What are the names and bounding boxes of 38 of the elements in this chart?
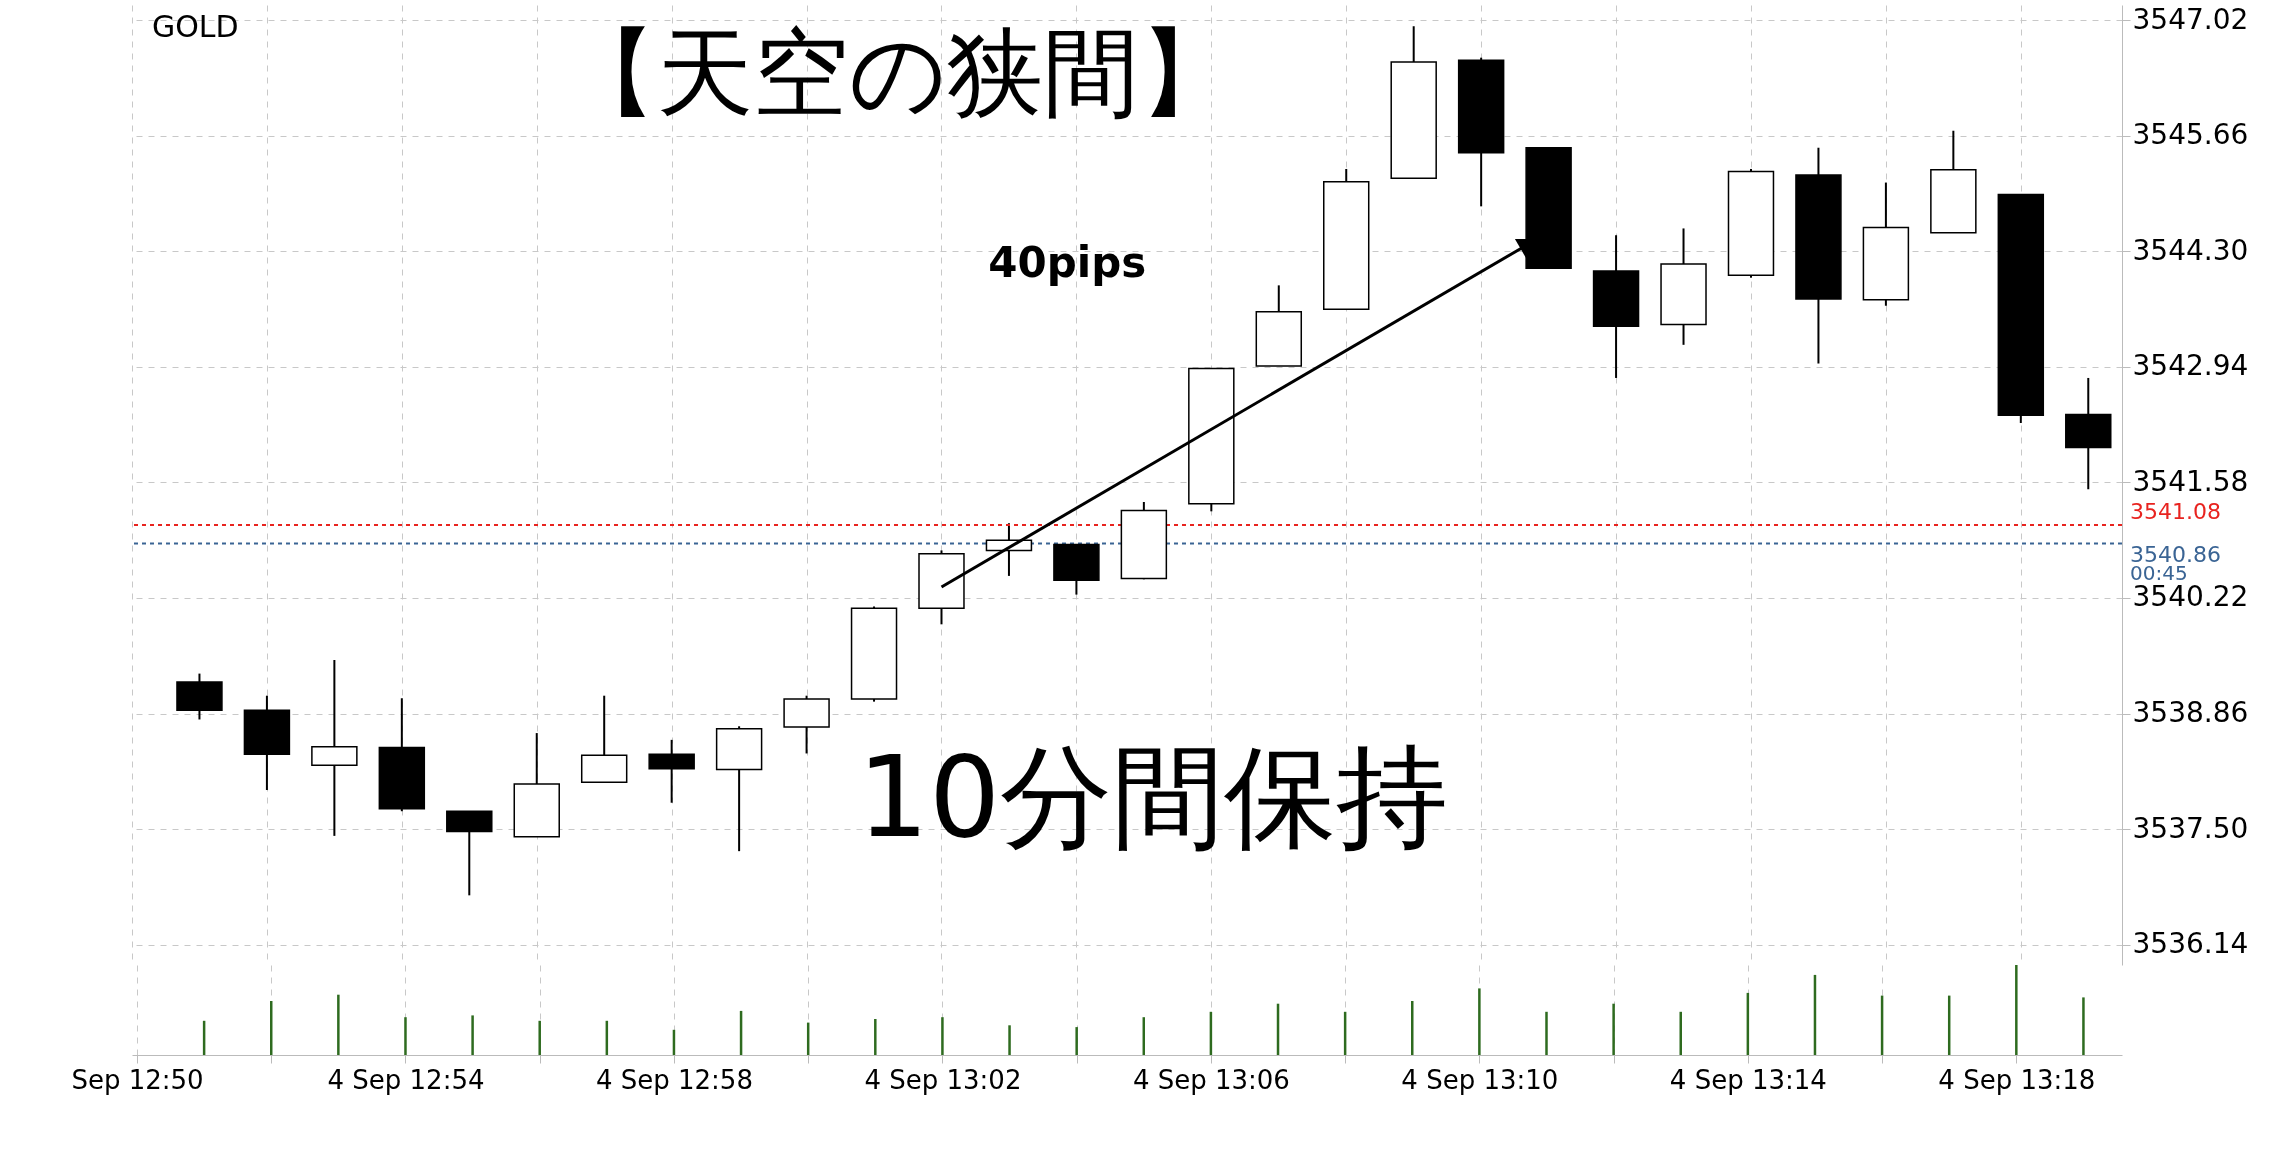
bar bbox=[471, 1015, 474, 1055]
bar bbox=[1612, 1003, 1615, 1055]
y-tick-label: 3541.58 bbox=[2132, 464, 2249, 498]
y-tick-label: 3545.66 bbox=[2132, 118, 2249, 152]
chart-title: 【天空の狭間】 bbox=[561, 17, 1236, 129]
y-tick-label: 3547.02 bbox=[2132, 2, 2249, 36]
x-tick-label: 4 Sep 13:02 bbox=[864, 1064, 1022, 1095]
bar bbox=[1545, 1011, 1548, 1055]
y-tick-label: 3536.14 bbox=[2132, 927, 2249, 961]
x-tick-label: 4 Sep 13:18 bbox=[1938, 1064, 2096, 1095]
x-tick-label: 4 Sep 13:06 bbox=[1132, 1064, 1290, 1095]
y-tick-label: 3537.50 bbox=[2132, 811, 2249, 845]
x-tick-label: 4 Sep 13:14 bbox=[1669, 1064, 1827, 1095]
y-tick-label: 3544.30 bbox=[2132, 233, 2249, 267]
x-tick-label: 4 Sep 13:10 bbox=[1401, 1064, 1559, 1095]
bar bbox=[1411, 1001, 1414, 1055]
x-tick-label: Sep 12:50 bbox=[71, 1064, 204, 1095]
annotation: 40pips bbox=[988, 238, 1147, 288]
y-tick-label: 3540.22 bbox=[2132, 580, 2249, 614]
bar bbox=[1478, 988, 1481, 1055]
bar bbox=[1075, 1027, 1078, 1055]
y-tick-label: 3542.94 bbox=[2132, 349, 2249, 383]
ref-line-label: 3541.08 bbox=[2130, 498, 2221, 524]
annotation: GOLD bbox=[151, 9, 239, 45]
bar bbox=[1679, 1011, 1682, 1055]
bar bbox=[404, 1017, 407, 1055]
bar bbox=[2082, 997, 2085, 1055]
annotation: 10分間保持 bbox=[857, 731, 1449, 862]
bar bbox=[337, 994, 340, 1055]
bar bbox=[874, 1019, 877, 1055]
y-tick-label: 3538.86 bbox=[2132, 696, 2249, 730]
x-tick-label: 4 Sep 12:54 bbox=[327, 1064, 485, 1095]
bar bbox=[941, 1017, 944, 1055]
bar bbox=[1008, 1025, 1011, 1055]
bar bbox=[538, 1020, 541, 1055]
ref-line-label: 3540.86 bbox=[2130, 541, 2221, 567]
x-tick-label: 4 Sep 12:58 bbox=[595, 1064, 753, 1095]
candlestick bbox=[311, 659, 358, 837]
